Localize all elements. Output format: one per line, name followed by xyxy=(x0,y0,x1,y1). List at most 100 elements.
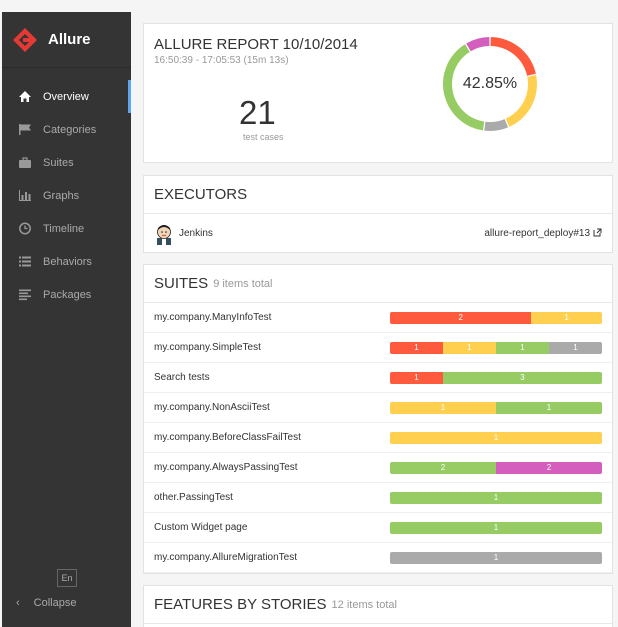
suites-count: 9 items total xyxy=(213,277,273,290)
executor-name: Jenkins xyxy=(179,228,213,239)
donut-slice-failed[interactable] xyxy=(490,37,536,76)
executor-build-label: allure-report_deploy#13 xyxy=(484,228,590,239)
suites-list: my.company.ManyInfoTest 2 1 my.company.Simp… xyxy=(144,303,612,573)
language-button[interactable]: En xyxy=(57,569,77,587)
sidebar-item-categories[interactable]: Categories xyxy=(2,113,131,146)
collapse-label: Collapse xyxy=(33,597,77,609)
app-title: Allure xyxy=(48,31,91,48)
sidebar-item-label: Timeline xyxy=(43,222,85,235)
suite-segment-passed[interactable]: 1 xyxy=(496,401,602,414)
suite-segment-broken[interactable]: 1 xyxy=(390,431,602,444)
sidebar-nav: Overview Categories Suites Graphs Timeli… xyxy=(2,80,131,311)
suite-status-bar: 1 xyxy=(390,521,602,534)
sidebar: Allure Overview Categories Suites Graphs xyxy=(2,12,131,627)
briefcase-icon xyxy=(16,156,34,170)
suite-name: my.company.AlwaysPassingTest xyxy=(154,462,298,473)
suite-row[interactable]: my.company.AlwaysPassingTest 2 2 xyxy=(144,453,612,483)
suite-segment-passed[interactable]: 2 xyxy=(390,461,496,474)
suite-segment-skipped[interactable]: 1 xyxy=(549,341,602,354)
executors-header: EXECUTORS xyxy=(144,176,612,214)
executor-row[interactable]: Jenkins allure-report_deploy#13 xyxy=(144,214,612,253)
suite-name: other.PassingTest xyxy=(154,492,233,503)
summary-widget: ALLURE REPORT 10/10/2014 16:50:39 - 17:0… xyxy=(143,23,613,163)
features-header: FEATURES BY STORIES 12 items total xyxy=(144,586,612,624)
suite-segment-passed[interactable]: 1 xyxy=(390,521,602,534)
features-widget: FEATURES BY STORIES 12 items total xyxy=(143,585,613,627)
sidebar-item-label: Overview xyxy=(43,90,89,103)
sidebar-item-label: Categories xyxy=(43,123,97,136)
suite-status-bar: 1 xyxy=(390,431,602,444)
suites-widget: SUITES 9 items total my.company.ManyInfo… xyxy=(143,264,613,574)
suite-segment-skipped[interactable]: 1 xyxy=(390,551,602,564)
sidebar-item-overview[interactable]: Overview xyxy=(2,80,131,113)
success-rate: 42.85% xyxy=(462,75,518,92)
suite-segment-broken[interactable]: 1 xyxy=(390,401,496,414)
donut-slice-skipped[interactable] xyxy=(484,119,509,131)
suite-segment-passed[interactable]: 1 xyxy=(496,341,549,354)
donut-slice-broken[interactable] xyxy=(505,75,537,127)
sidebar-item-graphs[interactable]: Graphs xyxy=(2,179,131,212)
sidebar-item-behaviors[interactable]: Behaviors xyxy=(2,245,131,278)
suite-row[interactable]: Custom Widget page 1 xyxy=(144,513,612,543)
flag-icon xyxy=(16,123,34,137)
collapse-button[interactable]: ‹ Collapse xyxy=(16,597,76,609)
sidebar-item-timeline[interactable]: Timeline xyxy=(2,212,131,245)
donut-slice-passed[interactable] xyxy=(443,44,485,131)
features-count: 12 items total xyxy=(331,598,397,611)
suite-segment-failed[interactable]: 2 xyxy=(390,311,532,324)
executors-widget: EXECUTORS Jenkins allure-report_deploy#1… xyxy=(143,175,613,253)
suites-header: SUITES 9 items total xyxy=(144,265,612,303)
suite-segment-passed[interactable]: 3 xyxy=(443,371,602,384)
suite-name: Search tests xyxy=(154,372,210,383)
suite-segment-failed[interactable]: 1 xyxy=(390,341,443,354)
suite-segment-broken[interactable]: 1 xyxy=(531,311,602,324)
align-left-icon xyxy=(16,288,34,302)
suite-status-bar: 1 xyxy=(390,491,602,504)
suite-row[interactable]: Search tests 1 3 xyxy=(144,363,612,393)
sidebar-item-suites[interactable]: Suites xyxy=(2,146,131,179)
suite-segment-broken[interactable]: 1 xyxy=(443,341,496,354)
suite-segment-failed[interactable]: 1 xyxy=(390,371,443,384)
external-link-icon xyxy=(593,228,602,239)
allure-logo-icon xyxy=(12,27,38,53)
suite-name: my.company.SimpleTest xyxy=(154,342,261,353)
suite-segment-passed[interactable]: 1 xyxy=(390,491,602,504)
suite-name: my.company.NonAsciiTest xyxy=(154,402,270,413)
sidebar-item-label: Graphs xyxy=(43,189,80,202)
executor-build-link[interactable]: allure-report_deploy#13 xyxy=(484,228,602,239)
total-test-label: test cases xyxy=(243,132,284,142)
home-icon xyxy=(16,90,34,104)
suite-row[interactable]: my.company.AllureMigrationTest 1 xyxy=(144,543,612,573)
list-icon xyxy=(16,255,34,269)
suite-row[interactable]: other.PassingTest 1 xyxy=(144,483,612,513)
suite-row[interactable]: my.company.NonAsciiTest 1 1 xyxy=(144,393,612,423)
suite-name: my.company.AllureMigrationTest xyxy=(154,552,298,563)
suite-row[interactable]: my.company.ManyInfoTest 2 1 xyxy=(144,303,612,333)
report-time: 16:50:39 - 17:05:53 (15m 13s) xyxy=(154,55,289,66)
sidebar-item-label: Packages xyxy=(43,288,92,301)
suite-status-bar: 1 xyxy=(390,551,602,564)
status-donut-chart[interactable] xyxy=(440,34,540,134)
features-title: FEATURES BY STORIES xyxy=(154,596,327,613)
donut-slice-unknown[interactable] xyxy=(466,37,490,52)
report-title: ALLURE REPORT 10/10/2014 xyxy=(154,36,358,53)
brand[interactable]: Allure xyxy=(2,12,131,68)
bar-chart-icon xyxy=(16,189,34,203)
suite-row[interactable]: my.company.SimpleTest 1 1 1 1 xyxy=(144,333,612,363)
sidebar-item-packages[interactable]: Packages xyxy=(2,278,131,311)
suite-name: Custom Widget page xyxy=(154,522,248,533)
clock-icon xyxy=(16,222,34,236)
sidebar-item-label: Suites xyxy=(43,156,74,169)
sidebar-item-label: Behaviors xyxy=(43,255,92,268)
jenkins-avatar-icon xyxy=(154,223,174,245)
suites-title: SUITES xyxy=(154,275,209,292)
suite-segment-unknown[interactable]: 2 xyxy=(496,461,602,474)
executors-title: EXECUTORS xyxy=(154,186,248,203)
suite-name: my.company.ManyInfoTest xyxy=(154,312,272,323)
suite-row[interactable]: my.company.BeforeClassFailTest 1 xyxy=(144,423,612,453)
